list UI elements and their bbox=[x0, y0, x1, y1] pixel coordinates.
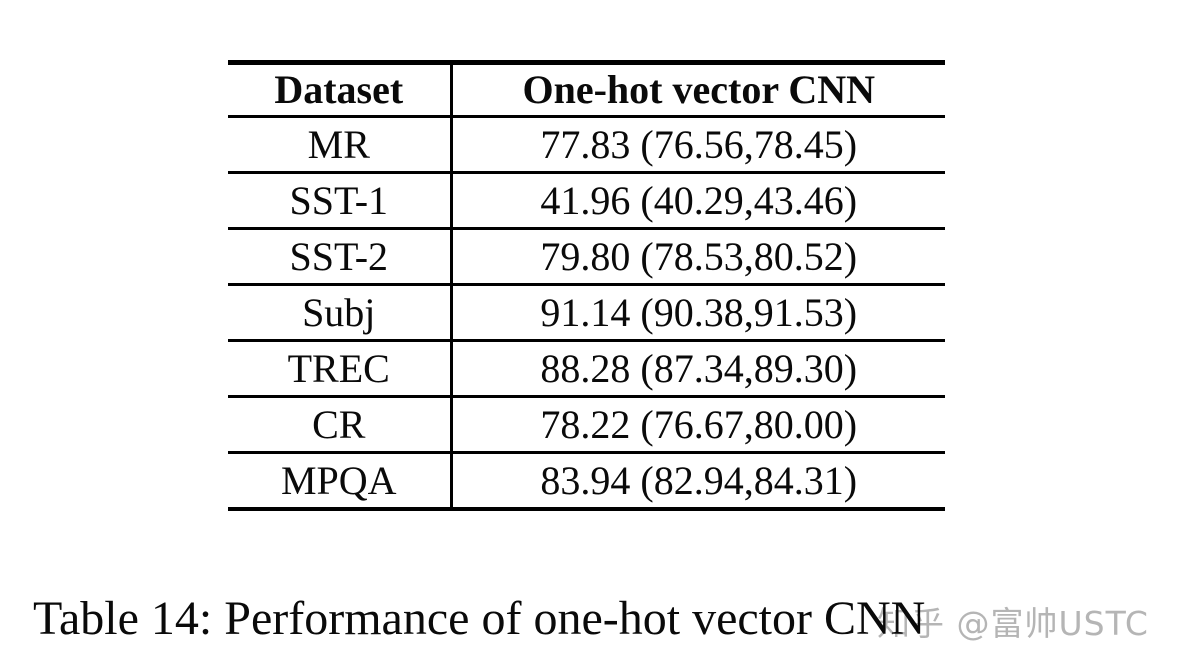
dataset-cell: MPQA bbox=[228, 452, 453, 511]
table-header-row: Dataset One-hot vector CNN bbox=[228, 62, 945, 118]
dataset-cell: Subj bbox=[228, 284, 453, 342]
value-cell: 91.14 (90.38,91.53) bbox=[451, 284, 945, 342]
zhihu-watermark: 知乎 @富帅USTC bbox=[877, 604, 1149, 643]
header-onehot-cnn: One-hot vector CNN bbox=[451, 62, 945, 118]
table-row: SST-2 79.80 (78.53,80.52) bbox=[228, 228, 945, 286]
value-cell: 88.28 (87.34,89.30) bbox=[451, 340, 945, 398]
dataset-cell: MR bbox=[228, 116, 453, 174]
header-dataset: Dataset bbox=[228, 62, 453, 118]
dataset-cell: SST-1 bbox=[228, 172, 453, 230]
table-row: MPQA 83.94 (82.94,84.31) bbox=[228, 452, 945, 511]
table-row: CR 78.22 (76.67,80.00) bbox=[228, 396, 945, 454]
value-cell: 41.96 (40.29,43.46) bbox=[451, 172, 945, 230]
value-cell: 79.80 (78.53,80.52) bbox=[451, 228, 945, 286]
table-row: TREC 88.28 (87.34,89.30) bbox=[228, 340, 945, 398]
table-row: Subj 91.14 (90.38,91.53) bbox=[228, 284, 945, 342]
value-cell: 83.94 (82.94,84.31) bbox=[451, 452, 945, 511]
table-row: MR 77.83 (76.56,78.45) bbox=[228, 116, 945, 174]
dataset-cell: SST-2 bbox=[228, 228, 453, 286]
value-cell: 77.83 (76.56,78.45) bbox=[451, 116, 945, 174]
table-caption: Table 14: Performance of one-hot vector … bbox=[33, 592, 926, 645]
table-row: SST-1 41.96 (40.29,43.46) bbox=[228, 172, 945, 230]
dataset-cell: TREC bbox=[228, 340, 453, 398]
value-cell: 78.22 (76.67,80.00) bbox=[451, 396, 945, 454]
dataset-cell: CR bbox=[228, 396, 453, 454]
results-table: Dataset One-hot vector CNN MR 77.83 (76.… bbox=[228, 60, 945, 511]
